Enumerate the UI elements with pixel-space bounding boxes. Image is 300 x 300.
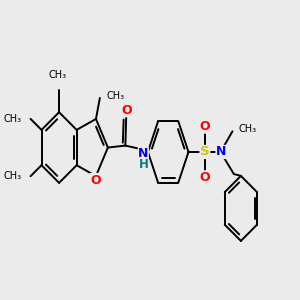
Text: N: N (138, 147, 148, 160)
Text: CH₃: CH₃ (238, 124, 257, 134)
Text: O: O (121, 104, 131, 117)
Text: S: S (200, 146, 210, 158)
Text: N: N (216, 146, 226, 158)
Text: CH₃: CH₃ (4, 171, 22, 181)
Text: O: O (200, 171, 210, 184)
Text: CH₃: CH₃ (106, 91, 124, 100)
Text: O: O (200, 120, 210, 133)
Text: H: H (139, 158, 148, 171)
Text: CH₃: CH₃ (49, 70, 67, 80)
Text: CH₃: CH₃ (4, 114, 22, 124)
Text: O: O (90, 174, 101, 187)
